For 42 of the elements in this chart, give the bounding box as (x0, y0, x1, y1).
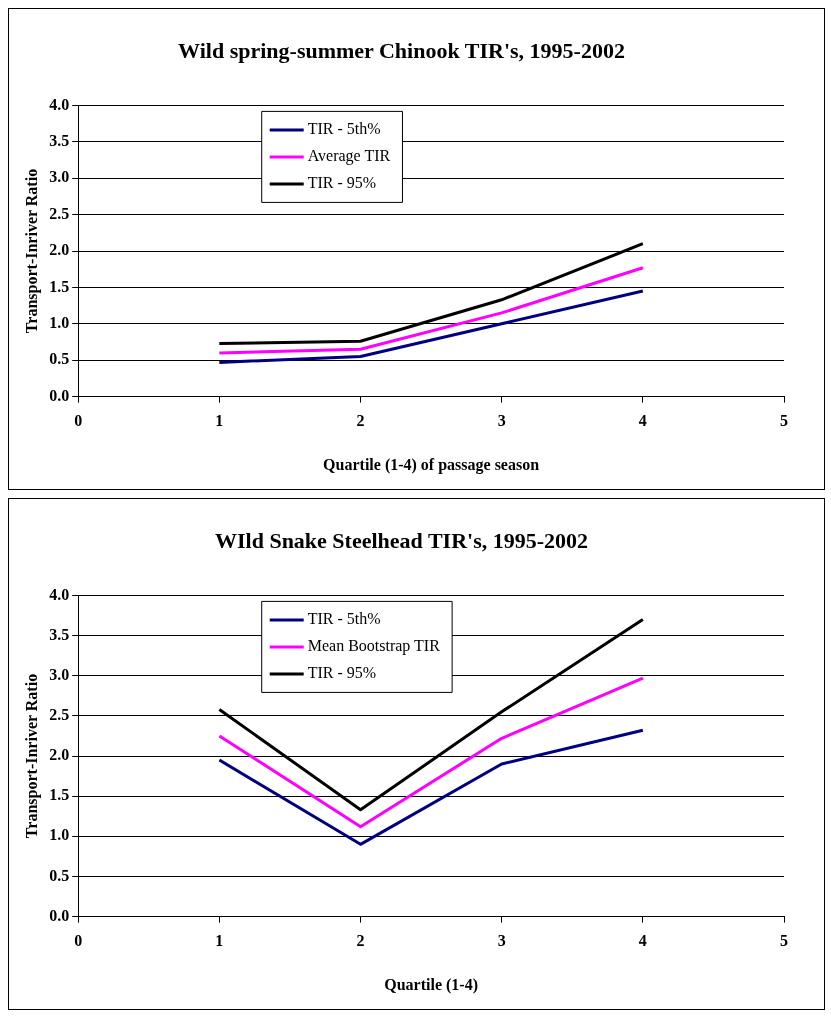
y-axis-title: Transport-Inriver Ratio (22, 168, 41, 334)
x-axis-title: Quartile (1-4) (384, 975, 478, 994)
legend-label: TIR - 5th% (307, 610, 381, 628)
x-tick-label: 0 (74, 412, 83, 430)
chart-title: WIld Snake Steelhead TIR's, 1995-2002 (214, 527, 589, 553)
x-tick-label: 5 (780, 932, 788, 950)
x-tick-label: 0 (74, 932, 83, 950)
y-tick-label: 3.5 (49, 131, 70, 149)
x-tick-label: 3 (497, 932, 506, 950)
y-tick-label: 0.0 (49, 906, 70, 924)
x-tick-label: 5 (780, 412, 788, 430)
x-tick-label: 2 (356, 412, 365, 430)
y-tick-label: 0.5 (49, 350, 70, 368)
y-tick-label: 2.5 (49, 705, 70, 723)
y-tick-label: 2.0 (49, 746, 70, 764)
chart-title: Wild spring-summer Chinook TIR's, 1995-2002 (178, 37, 625, 63)
y-tick-label: 1.0 (49, 826, 70, 844)
legend-label: TIR - 5th% (307, 120, 381, 138)
legend-label: TIR - 95% (307, 174, 377, 192)
y-tick-label: 2.0 (49, 241, 70, 259)
x-axis-title: Quartile (1-4) of passage season (323, 455, 540, 474)
legend-label: Average TIR (307, 147, 391, 166)
y-tick-label: 1.5 (49, 786, 70, 804)
y-tick-label: 3.0 (49, 168, 70, 186)
y-tick-label: 0.5 (49, 866, 70, 884)
legend-label: TIR - 95% (307, 664, 377, 682)
y-tick-label: 3.5 (49, 625, 70, 643)
y-tick-label: 0.0 (49, 386, 70, 404)
x-tick-label: 4 (638, 932, 647, 950)
y-axis-title: Transport-Inriver Ratio (22, 673, 41, 839)
x-tick-label: 3 (497, 412, 506, 430)
y-tick-label: 1.5 (49, 277, 70, 295)
y-tick-label: 4.0 (49, 585, 70, 603)
legend-label: Mean Bootstrap TIR (307, 637, 441, 656)
y-tick-label: 1.0 (49, 313, 70, 331)
y-tick-label: 3.0 (49, 665, 70, 683)
x-tick-label: 1 (215, 932, 224, 950)
y-tick-label: 4.0 (49, 95, 70, 113)
x-tick-label: 2 (356, 932, 365, 950)
x-tick-label: 1 (215, 412, 224, 430)
x-tick-label: 4 (638, 412, 647, 430)
y-tick-label: 2.5 (49, 204, 70, 222)
